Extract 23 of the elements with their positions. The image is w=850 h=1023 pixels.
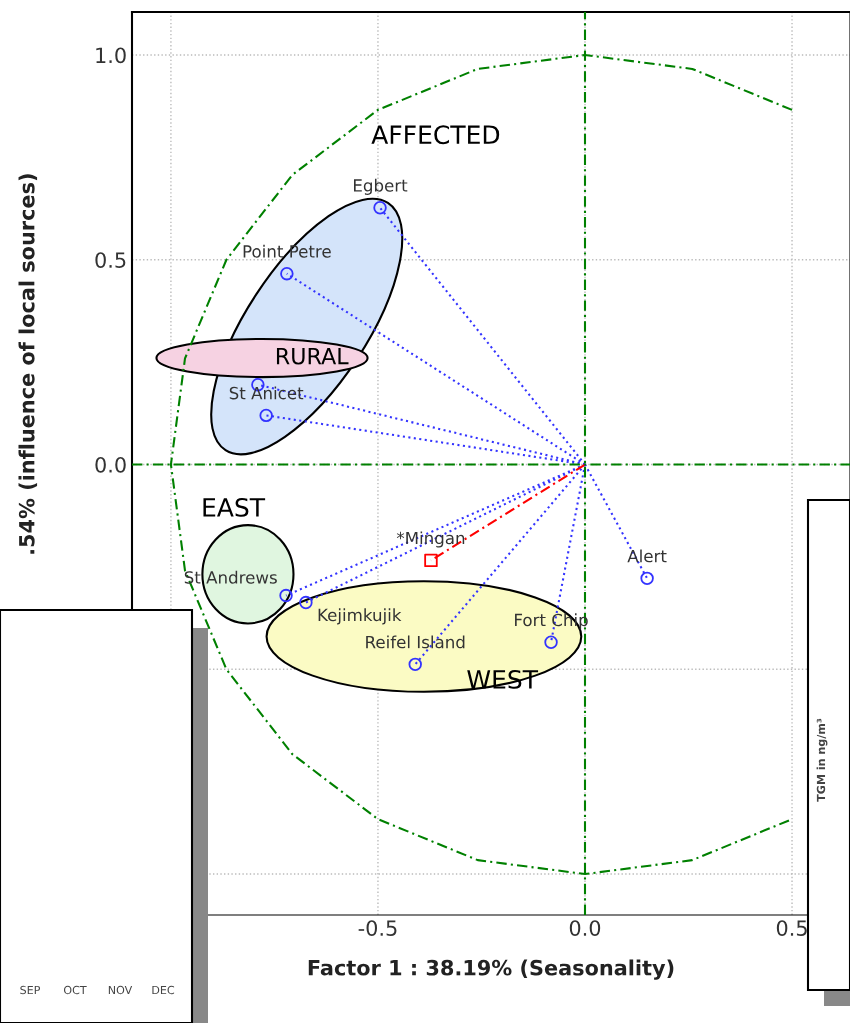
annotation: Point Petre — [243, 244, 331, 258]
y-tick-label: 0.0 — [95, 456, 126, 473]
annotation: St Anicet — [229, 386, 304, 400]
y-axis-title: .54% (influence of local sources) — [18, 174, 38, 554]
x-tick-label: -0.5 — [358, 920, 397, 936]
annotation: Egbert — [354, 178, 408, 195]
text: SEP — [20, 985, 41, 995]
annotation: Reifel Island — [366, 635, 465, 649]
y-tick-label: 0.5 — [95, 252, 126, 268]
text: NOV — [108, 985, 133, 995]
x-tick-label: 0.0 — [569, 920, 601, 936]
x-tick-label: 0.5 — [776, 920, 807, 936]
text: OCT — [63, 985, 87, 995]
annotation: Alert — [627, 549, 667, 563]
annotation: AFFECTED — [371, 125, 500, 145]
x-axis-title: Factor 1 : 38.19% (Seasonality) — [308, 959, 674, 980]
annotation: RURAL — [276, 347, 349, 365]
annotation: Kejimkujik — [318, 608, 402, 625]
annotation: EAST — [203, 497, 266, 517]
annotation: TGM in ng/m³ — [816, 718, 828, 802]
text: DEC — [152, 985, 175, 995]
annotation: St Andrews — [184, 570, 277, 584]
y-tick-label: 1.0 — [96, 47, 126, 64]
